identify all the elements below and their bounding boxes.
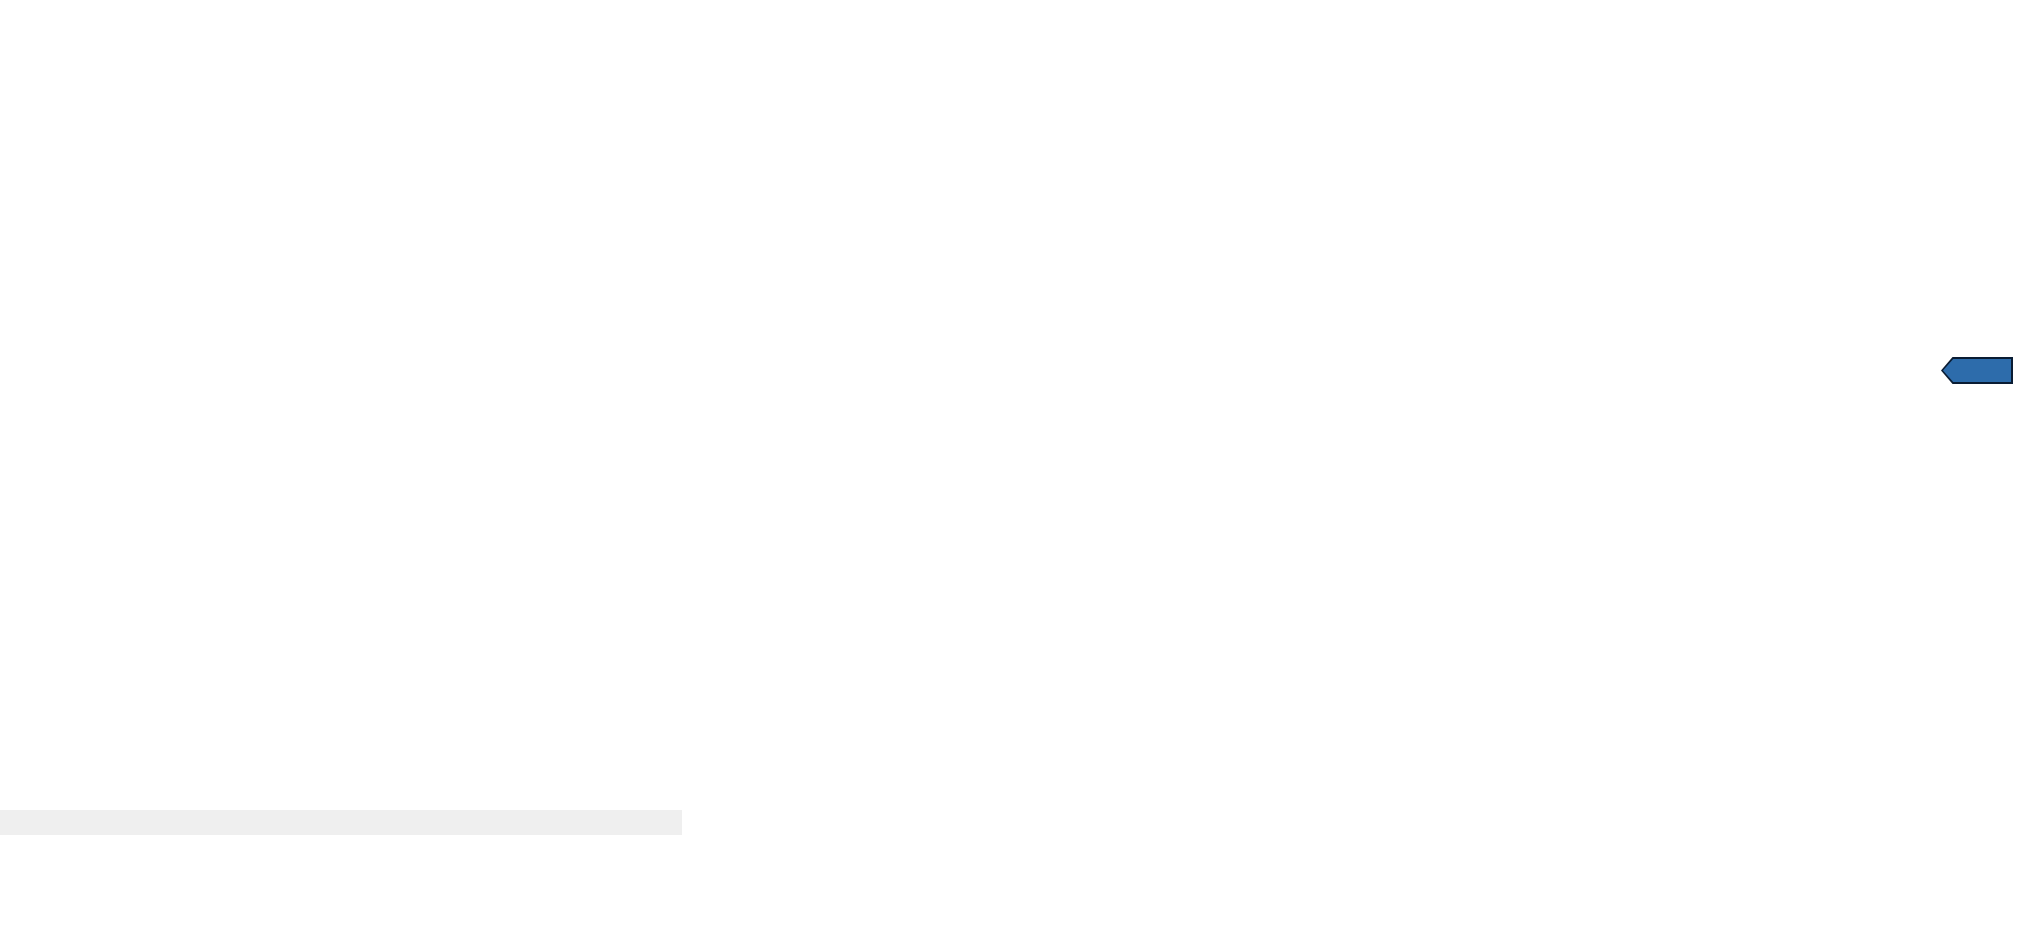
legend-series-swatch-icon — [9, 816, 22, 829]
legend-box — [0, 810, 682, 835]
last-value-badge — [1941, 357, 2013, 384]
last-value-badge-arrow — [1943, 359, 2011, 382]
